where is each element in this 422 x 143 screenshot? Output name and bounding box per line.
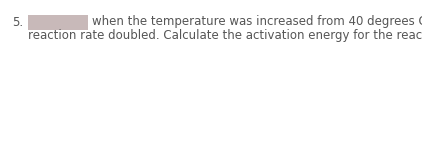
Text: reaction rate doubled. Calculate the activation energy for the reaction.: reaction rate doubled. Calculate the act… (28, 29, 422, 42)
Text: when the temperature was increased from 40 degrees C to 50 degrees C, a: when the temperature was increased from … (92, 15, 422, 28)
Bar (28, 15, 88, 30)
Text: 5.: 5. (12, 15, 23, 28)
